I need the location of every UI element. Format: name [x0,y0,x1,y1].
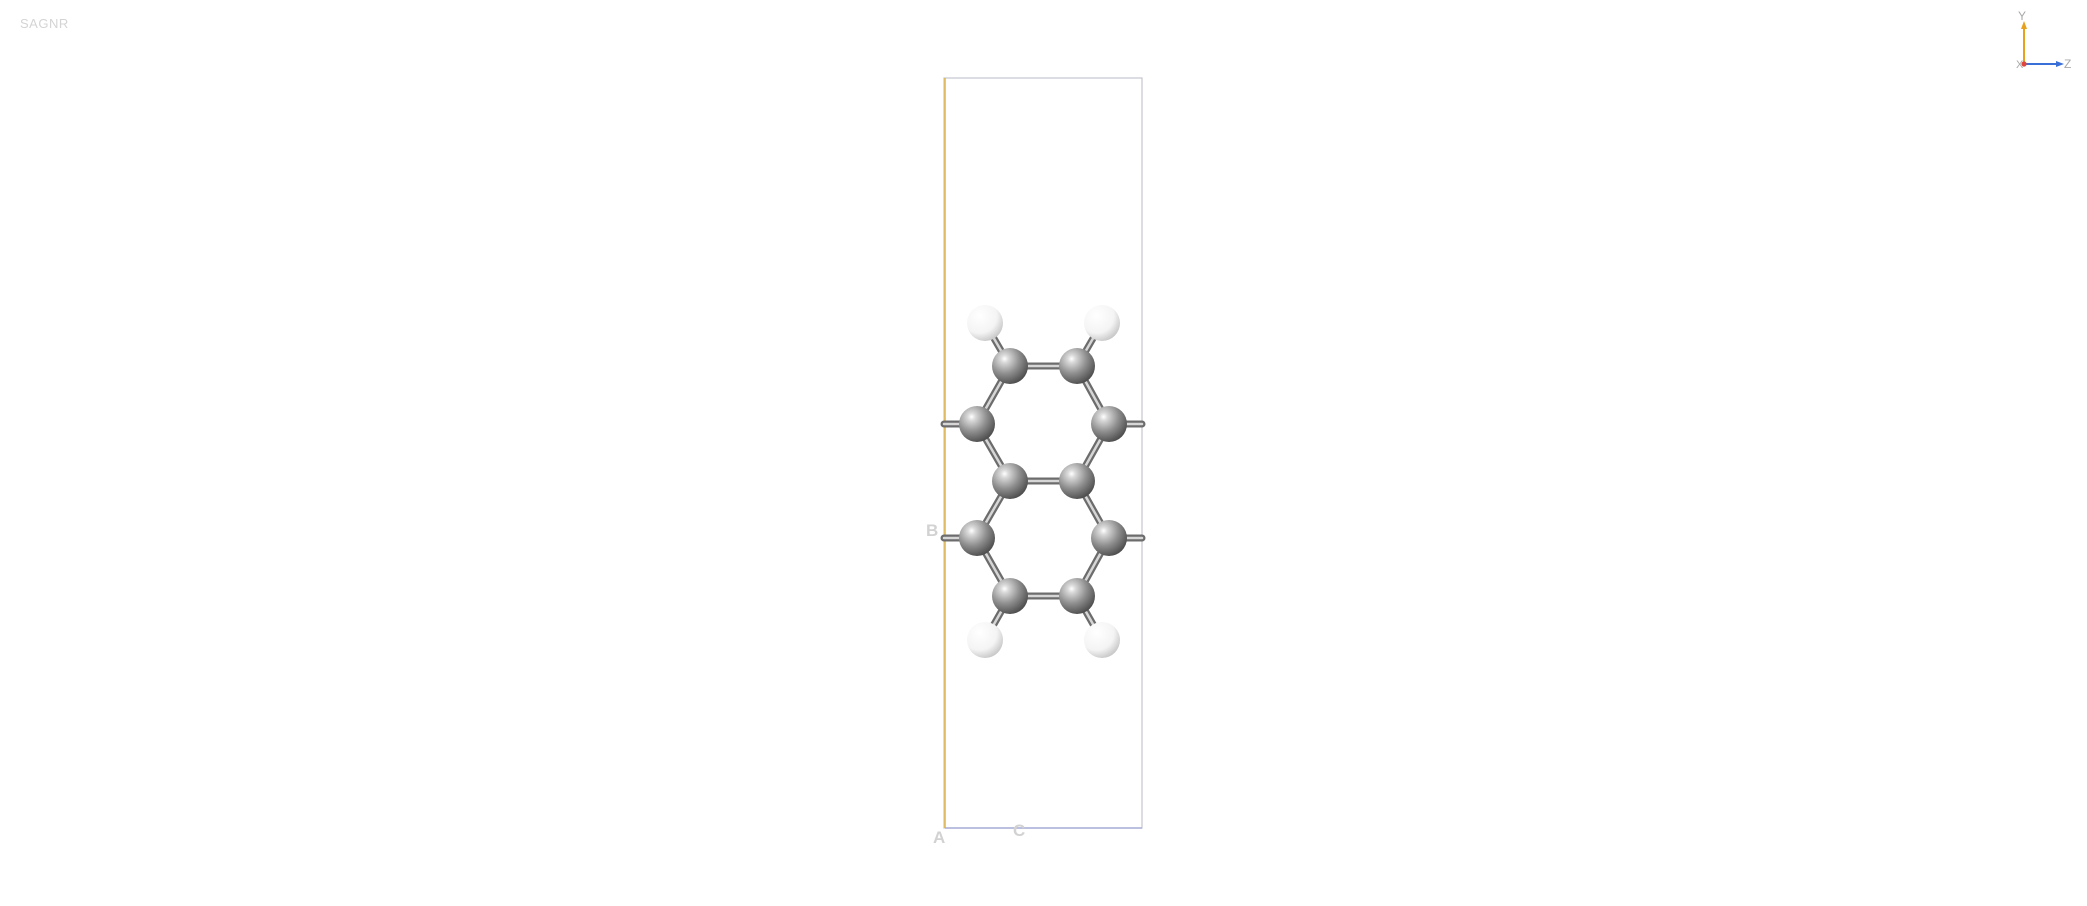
axis-label-y: Y [2018,9,2026,23]
hydrogen-atom[interactable] [1084,305,1120,341]
carbon-atom[interactable] [959,406,995,442]
structure-name: SAGNR [20,16,69,31]
hydrogen-atom[interactable] [967,622,1003,658]
carbon-atom[interactable] [1091,520,1127,556]
carbon-atom[interactable] [1059,463,1095,499]
x-axis-dot [2021,61,2027,67]
carbon-atom[interactable] [992,348,1028,384]
z-axis-arrow [2056,61,2064,67]
cell-label-a: A [933,828,945,847]
hydrogen-atom[interactable] [967,305,1003,341]
cell-label-b: B [926,521,938,540]
unit-cell-box [943,77,1143,829]
axis-triad: X Y Z [2016,9,2071,71]
carbon-atom[interactable] [992,463,1028,499]
carbon-atom[interactable] [959,520,995,556]
axis-label-x: X [2016,59,2024,71]
cell-label-c: C [1013,821,1025,840]
carbon-atom[interactable] [1059,348,1095,384]
unit-cell: A B C [926,77,1143,847]
bonds [940,319,1146,644]
carbon-atom[interactable] [1059,578,1095,614]
y-axis-arrow [2021,21,2027,29]
axis-label-z: Z [2064,57,2071,71]
carbon-atom[interactable] [1091,406,1127,442]
atoms [959,305,1127,658]
hydrogen-atom[interactable] [1084,622,1120,658]
carbon-atom[interactable] [992,578,1028,614]
